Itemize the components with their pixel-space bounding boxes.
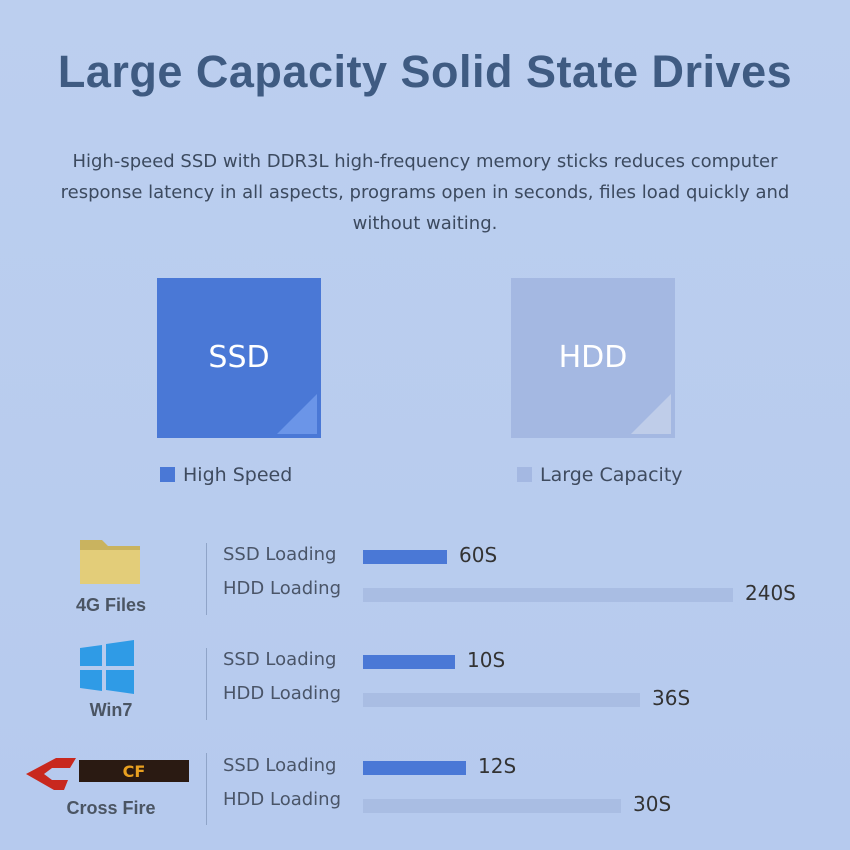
row-time: 36S xyxy=(652,686,691,710)
ssd-bar xyxy=(363,761,466,775)
svg-text:CF: CF xyxy=(123,762,146,781)
row-label: HDD Loading xyxy=(223,789,341,810)
divider xyxy=(206,753,207,825)
divider xyxy=(206,648,207,720)
row-time: 12S xyxy=(478,754,517,778)
legend-item: High Speed xyxy=(160,464,292,486)
card-label: HDD xyxy=(558,340,628,375)
row-label: HDD Loading xyxy=(223,578,341,599)
row-time: 60S xyxy=(459,543,498,567)
title: Large Capacity Solid State Drives xyxy=(57,46,793,97)
hdd-bar xyxy=(363,693,640,707)
row-label: SSD Loading xyxy=(223,755,337,776)
legend-text: Large Capacity xyxy=(540,464,683,486)
folder-icon xyxy=(80,540,140,584)
ssd-card: SSD xyxy=(157,278,321,438)
section-label: Cross Fire xyxy=(66,798,156,818)
hdd-bar xyxy=(363,799,621,813)
legend-text: High Speed xyxy=(183,464,293,486)
legend-item: Large Capacity xyxy=(517,464,683,486)
description: High-speed SSD with DDR3L high-frequency… xyxy=(60,151,790,234)
crossfire-logo: CF xyxy=(26,758,189,790)
row-label: SSD Loading xyxy=(223,649,337,670)
row-label: HDD Loading xyxy=(223,683,341,704)
card-label: SSD xyxy=(208,340,270,375)
section-label: Win7 xyxy=(89,700,133,720)
row-time: 30S xyxy=(633,792,672,816)
hdd-card: HDD xyxy=(511,278,675,438)
divider xyxy=(206,543,207,615)
hdd-bar xyxy=(363,588,733,602)
ssd-bar xyxy=(363,655,455,669)
ssd-bar xyxy=(363,550,447,564)
row-time: 10S xyxy=(467,648,506,672)
row-time: 240S xyxy=(745,581,796,605)
row-label: SSD Loading xyxy=(223,544,337,565)
windows-icon xyxy=(80,640,134,694)
section-label: 4G Files xyxy=(75,595,147,615)
